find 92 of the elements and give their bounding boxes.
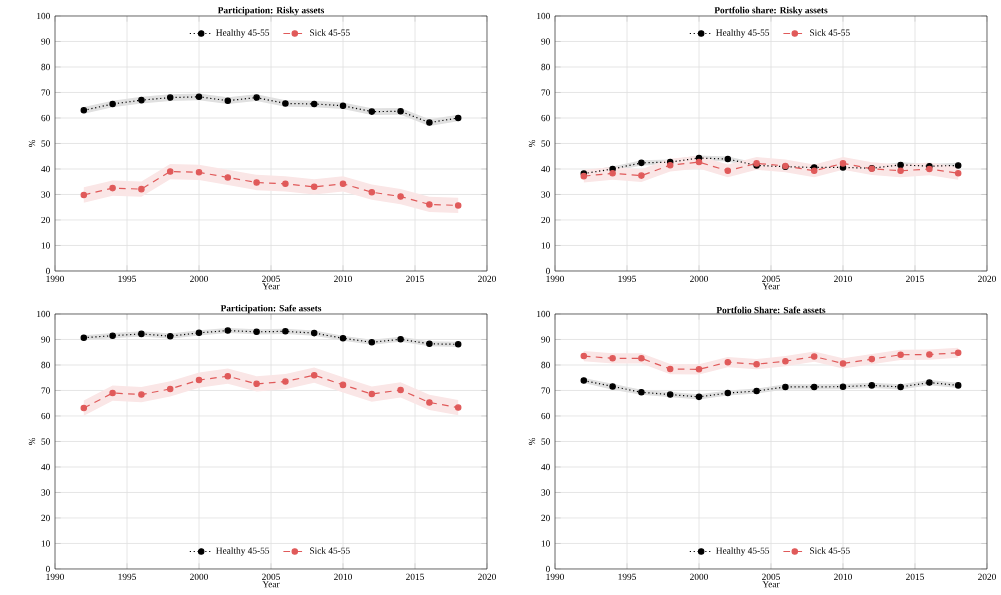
y-tick-label: 0 xyxy=(545,267,550,275)
y-tick-label: 20 xyxy=(541,216,550,224)
y-tick-label: 0 xyxy=(45,267,50,275)
y-tick-label: 90 xyxy=(41,336,50,343)
x-tick-label: 2000 xyxy=(190,573,208,580)
x-tick-label: 1990 xyxy=(546,275,564,282)
y-tick-label: 100 xyxy=(537,310,550,318)
y-tick-label: 30 xyxy=(41,489,50,496)
chart-title: Participation: Risky assets xyxy=(217,6,325,16)
y-tick-label: 100 xyxy=(37,12,50,20)
x-tick-label: 1990 xyxy=(546,573,564,580)
x-tick-label: 2005 xyxy=(262,573,280,580)
y-tick-label: 70 xyxy=(541,387,550,394)
legend-label: Healthy 45-55 xyxy=(216,547,270,556)
x-tick-label: 1995 xyxy=(118,573,136,580)
y-tick-label: 40 xyxy=(541,165,550,173)
y-tick-label: 20 xyxy=(41,216,50,224)
y-tick-label: 40 xyxy=(541,463,550,471)
x-tick-label: 2010 xyxy=(334,573,352,580)
x-tick-label: 1990 xyxy=(46,573,64,580)
x-axis-title: Year xyxy=(762,581,780,588)
y-tick-label: 60 xyxy=(541,412,550,420)
y-tick-label: 30 xyxy=(41,191,50,198)
y-tick-label: 60 xyxy=(41,114,50,122)
y-tick-label: 30 xyxy=(541,191,550,198)
y-tick-label: 80 xyxy=(541,63,550,71)
y-tick-label: 50 xyxy=(541,140,550,147)
y-axis-title: % xyxy=(528,437,536,446)
y-tick-label: 50 xyxy=(541,438,550,445)
y-tick-label: 60 xyxy=(41,412,50,420)
legend-label: Healthy 45-55 xyxy=(216,29,270,38)
x-tick-label: 2020 xyxy=(978,573,996,580)
y-tick-label: 10 xyxy=(41,242,50,249)
y-tick-label: 100 xyxy=(537,12,550,20)
legend-label: Sick 45-55 xyxy=(810,547,850,554)
y-tick-label: 10 xyxy=(41,540,50,547)
y-tick-label: 100 xyxy=(37,310,50,318)
x-tick-label: 2015 xyxy=(906,275,924,282)
y-tick-label: 10 xyxy=(541,540,550,547)
legend-label: Healthy 45-55 xyxy=(716,29,770,38)
y-axis-title: % xyxy=(28,437,36,446)
y-tick-label: 0 xyxy=(45,565,50,573)
legend-label: Sick 45-55 xyxy=(310,547,350,554)
x-tick-label: 1995 xyxy=(618,275,636,282)
y-tick-label: 70 xyxy=(41,89,50,96)
x-tick-label: 2005 xyxy=(762,573,780,580)
y-tick-label: 90 xyxy=(541,38,550,45)
y-tick-label: 60 xyxy=(541,114,550,122)
y-tick-label: 50 xyxy=(41,140,50,147)
x-tick-label: 2020 xyxy=(478,573,496,580)
x-tick-label: 2010 xyxy=(834,573,852,580)
chart-title: Portfolio Share: Safe assets xyxy=(716,306,826,314)
x-tick-label: 1990 xyxy=(46,275,64,282)
x-axis-title: Year xyxy=(262,283,280,290)
y-tick-label: 20 xyxy=(541,514,550,522)
x-tick-label: 2015 xyxy=(406,573,424,580)
x-tick-label: 1995 xyxy=(118,275,136,282)
x-axis-title: Year xyxy=(262,581,280,588)
legend-label: Sick 45-55 xyxy=(810,29,850,36)
x-tick-label: 2020 xyxy=(978,275,996,282)
y-tick-label: 50 xyxy=(41,438,50,445)
chart-title: Participation: Safe assets xyxy=(220,304,322,314)
x-tick-label: 2005 xyxy=(762,275,780,282)
chart-title: Portfolio share: Risky assets xyxy=(714,6,828,16)
y-tick-label: 70 xyxy=(41,387,50,394)
y-tick-label: 40 xyxy=(41,463,50,471)
y-tick-label: 80 xyxy=(41,63,50,71)
x-tick-label: 2020 xyxy=(478,275,496,282)
x-axis-title: Year xyxy=(762,283,780,290)
legend-label: Healthy 45-55 xyxy=(716,547,770,556)
x-tick-label: 2015 xyxy=(406,275,424,282)
x-tick-label: 2000 xyxy=(190,275,208,282)
y-tick-label: 90 xyxy=(541,336,550,343)
x-tick-label: 2005 xyxy=(262,275,280,282)
x-tick-label: 1995 xyxy=(618,573,636,580)
y-tick-label: 10 xyxy=(541,242,550,249)
y-tick-label: 40 xyxy=(41,165,50,173)
x-tick-label: 2000 xyxy=(690,573,708,580)
y-tick-label: 0 xyxy=(545,565,550,573)
y-axis-title: % xyxy=(28,139,36,148)
y-tick-label: 30 xyxy=(541,489,550,496)
y-tick-label: 80 xyxy=(41,361,50,369)
x-tick-label: 2010 xyxy=(334,275,352,282)
y-tick-label: 90 xyxy=(41,38,50,45)
x-tick-label: 2015 xyxy=(906,573,924,580)
y-tick-label: 80 xyxy=(541,361,550,369)
y-tick-label: 70 xyxy=(541,89,550,96)
y-axis-title: % xyxy=(528,139,536,148)
x-tick-label: 2000 xyxy=(690,275,708,282)
x-tick-label: 2010 xyxy=(834,275,852,282)
legend-label: Sick 45-55 xyxy=(310,29,350,36)
y-tick-label: 20 xyxy=(41,514,50,522)
